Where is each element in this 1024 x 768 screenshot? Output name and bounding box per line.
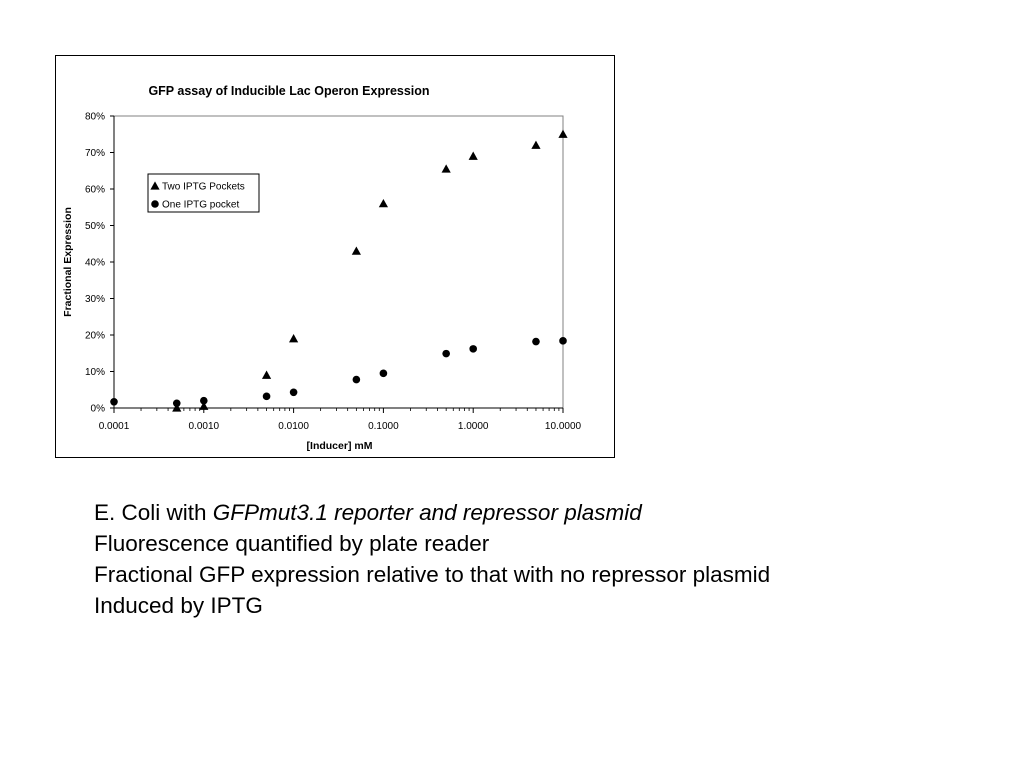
data-point-circle	[532, 337, 540, 346]
data-point-triangle	[261, 370, 272, 379]
scatter-chart: GFP assay of Inducible Lac Operon Expres…	[62, 84, 582, 452]
data-point-triangle	[468, 151, 478, 160]
data-point-triangle	[531, 140, 541, 149]
x-axis-label: [Inducer] mM	[307, 440, 373, 452]
data-point-triangle	[172, 403, 182, 412]
y-tick-label: 40%	[85, 258, 105, 269]
legend-box	[147, 173, 260, 213]
data-point-circle	[442, 349, 450, 358]
caption-line-2: Fluorescence quantified by plate reader	[94, 531, 490, 556]
data-point-triangle	[558, 129, 568, 138]
caption-line-3: Fractional GFP expression relative to th…	[94, 562, 771, 587]
x-tick-label: 0.1000	[368, 421, 399, 432]
x-tick-label: 0.0100	[278, 421, 309, 432]
legend-marker	[150, 181, 160, 190]
data-point-triangle	[351, 246, 361, 255]
x-tick-label: 0.0010	[189, 421, 220, 432]
y-tick-label: 50%	[85, 221, 105, 232]
caption-line-1: E. Coli with GFPmut3.1 reporter and repr…	[94, 497, 642, 528]
y-tick-label: 30%	[85, 294, 105, 305]
data-point-circle	[379, 369, 388, 378]
data-point-circle	[172, 399, 181, 408]
data-point-circle	[110, 397, 118, 406]
data-point-circle	[469, 345, 478, 353]
caption-line-4: Induced by IPTG	[94, 593, 263, 618]
caption-line-1-italic: GFPmut3.1 reporter and repressor plasmid	[212, 500, 642, 525]
chart-frame: GFP assay of Inducible Lac Operon Expres…	[55, 55, 615, 458]
data-point-circle	[289, 388, 298, 397]
y-tick-label: 80%	[85, 112, 105, 123]
y-tick-label: 60%	[85, 185, 105, 196]
y-tick-label: 10%	[85, 367, 105, 378]
legend-label: One IPTG pocket	[162, 200, 239, 211]
data-point-circle	[352, 375, 361, 384]
plot-area	[113, 115, 564, 409]
data-point-triangle	[378, 199, 388, 208]
x-tick-label: 10.0000	[545, 421, 582, 432]
data-point-triangle	[199, 401, 209, 410]
data-point-circle	[262, 392, 271, 401]
y-tick-label: 0%	[91, 404, 106, 415]
y-axis-label: Fractional Expression	[62, 207, 74, 317]
legend-label: Two IPTG Pockets	[162, 182, 245, 193]
legend-marker	[151, 200, 159, 208]
chart-title: GFP assay of Inducible Lac Operon Expres…	[148, 84, 429, 98]
data-point-triangle	[289, 334, 299, 343]
data-point-circle	[559, 337, 567, 345]
y-tick-label: 20%	[85, 331, 105, 342]
x-tick-label: 1.0000	[458, 421, 489, 432]
caption-line-1-prefix: E. Coli with	[94, 500, 213, 525]
data-point-circle	[200, 396, 208, 405]
data-point-triangle	[441, 164, 451, 173]
y-tick-label: 70%	[85, 148, 105, 159]
x-tick-label: 0.0001	[99, 421, 130, 432]
